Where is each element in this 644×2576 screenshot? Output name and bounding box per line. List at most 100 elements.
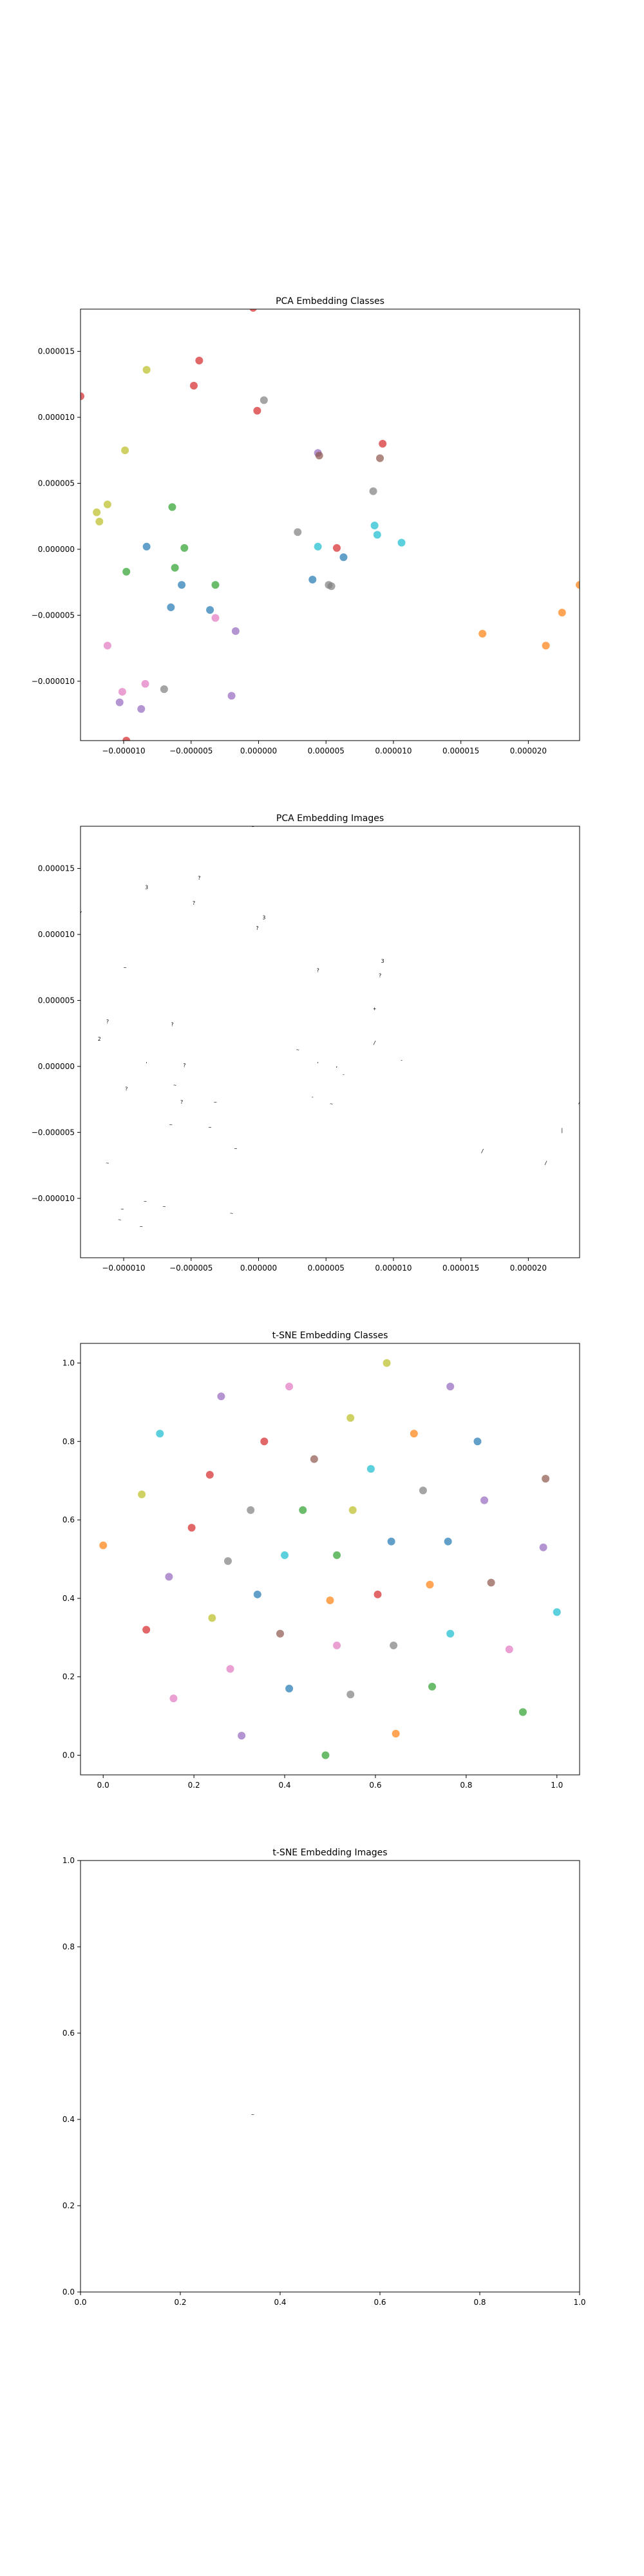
image-thumbnail-point: ~ bbox=[121, 1206, 124, 1212]
data-point bbox=[487, 1578, 495, 1587]
plot-frame bbox=[80, 826, 580, 1258]
y-tick-label: 0.0 bbox=[62, 1751, 75, 1760]
data-point bbox=[167, 603, 175, 612]
data-point bbox=[260, 396, 268, 404]
data-point bbox=[227, 692, 236, 700]
y-tick-label: 0.000000 bbox=[38, 1062, 75, 1071]
data-point bbox=[195, 356, 204, 365]
data-point bbox=[379, 439, 387, 448]
data-point bbox=[542, 1475, 550, 1483]
image-thumbnail-point: ? bbox=[183, 1063, 186, 1068]
x-tick-label: 0.000005 bbox=[308, 1264, 345, 1273]
data-point bbox=[397, 538, 406, 547]
plot-frame bbox=[80, 308, 580, 741]
data-point bbox=[410, 1430, 418, 1438]
image-thumbnail-point: 3 bbox=[381, 958, 384, 964]
data-point bbox=[80, 392, 84, 401]
y-tick-label: 1.0 bbox=[62, 1856, 75, 1865]
y-tick-label: −0.000005 bbox=[32, 1128, 75, 1137]
image-thumbnail-point: ~ bbox=[173, 1083, 176, 1088]
data-point bbox=[308, 576, 317, 584]
image-thumbnail-point: ~ bbox=[125, 1255, 128, 1261]
data-point bbox=[217, 1392, 225, 1401]
data-point bbox=[390, 1642, 398, 1649]
data-point bbox=[369, 487, 377, 495]
data-point bbox=[310, 1455, 318, 1463]
y-tick-label: −0.000010 bbox=[32, 677, 75, 686]
data-point bbox=[558, 609, 566, 617]
x-tick-label: 0.6 bbox=[374, 2298, 386, 2307]
y-tick-label: 0.000015 bbox=[38, 864, 75, 873]
x-tick-label: 1.0 bbox=[551, 1781, 563, 1790]
image-thumbnail-point: ~ bbox=[118, 1217, 121, 1223]
image-thumbnail-point: ~ bbox=[144, 1198, 147, 1204]
data-point bbox=[165, 1573, 173, 1581]
data-point bbox=[178, 581, 186, 589]
y-tick-label: 0.2 bbox=[62, 1672, 75, 1681]
data-point bbox=[478, 630, 487, 638]
data-point bbox=[121, 446, 129, 455]
tsne-images-chart: t-SNE Embedding Images ~0.0 0.2 0.4 0.6 0.8 1.… bbox=[62, 1848, 586, 2307]
data-point bbox=[171, 564, 179, 572]
x-tick-label: 0.000000 bbox=[240, 746, 277, 755]
image-thumbnail-point: ~ bbox=[209, 1124, 212, 1130]
data-point bbox=[168, 503, 176, 511]
image-thumbnail-point: - bbox=[342, 1072, 345, 1077]
image-thumbnail-point: ~ bbox=[251, 2112, 254, 2117]
x-tick-label: 0.4 bbox=[274, 2298, 286, 2307]
data-point bbox=[383, 1359, 391, 1367]
data-point bbox=[253, 1590, 261, 1598]
data-point bbox=[142, 1625, 151, 1634]
plot-frame bbox=[80, 1343, 580, 1776]
data-point bbox=[392, 1730, 400, 1738]
x-tick-label: 0.000005 bbox=[308, 746, 345, 755]
y-tick-label: 0.8 bbox=[62, 1437, 75, 1446]
y-tick-label: 0.4 bbox=[62, 1594, 75, 1603]
data-point bbox=[189, 381, 198, 390]
image-thumbnail-point: ? bbox=[379, 973, 382, 979]
data-point bbox=[366, 1464, 375, 1473]
image-thumbnail-point: ~ bbox=[230, 1210, 233, 1216]
data-point bbox=[205, 1471, 214, 1479]
data-point bbox=[294, 528, 302, 536]
x-tick-label: 0.000015 bbox=[442, 746, 479, 755]
image-thumbnail-point: / bbox=[544, 1160, 547, 1166]
data-point bbox=[348, 1506, 357, 1514]
image-thumbnail-point: ~ bbox=[169, 1122, 173, 1128]
data-point bbox=[223, 1557, 232, 1566]
chart-title: PCA Embedding Images bbox=[276, 813, 384, 824]
data-point bbox=[373, 531, 381, 539]
data-point bbox=[238, 1732, 246, 1740]
image-thumbnail-point: / bbox=[373, 1040, 376, 1046]
x-tick-label: 0.8 bbox=[473, 2298, 486, 2307]
image-thumbnail-point: ~ bbox=[140, 1224, 143, 1229]
plot-area bbox=[99, 1359, 561, 1759]
image-thumbnail-point: ' bbox=[145, 1061, 148, 1067]
image-thumbnail-point: ' bbox=[316, 1061, 319, 1067]
x-tick-label: 0.000020 bbox=[510, 746, 547, 755]
image-thumbnail-point: ? bbox=[256, 925, 259, 931]
image-thumbnail-point: ? bbox=[198, 875, 201, 881]
data-point bbox=[428, 1682, 437, 1690]
data-point bbox=[253, 406, 261, 415]
data-point bbox=[339, 553, 348, 562]
data-point bbox=[156, 1430, 164, 1438]
data-point bbox=[553, 1608, 561, 1616]
data-point bbox=[419, 1486, 427, 1495]
image-thumbnail-point: ? bbox=[193, 900, 196, 906]
plot-frame bbox=[80, 1860, 580, 2293]
data-point bbox=[299, 1506, 307, 1514]
data-point bbox=[426, 1580, 434, 1589]
image-thumbnail-point: ? bbox=[316, 967, 319, 973]
image-thumbnail-point: ~ bbox=[296, 1046, 299, 1052]
y-tick-label: 0.6 bbox=[62, 2029, 75, 2038]
y-tick-label: 0.000010 bbox=[38, 413, 75, 422]
data-point bbox=[285, 1685, 294, 1692]
data-point bbox=[142, 542, 151, 551]
data-point bbox=[480, 1496, 489, 1504]
data-point bbox=[206, 606, 214, 614]
image-thumbnail-point: 3 bbox=[145, 884, 148, 890]
y-tick-label: 0.000015 bbox=[38, 347, 75, 356]
data-point bbox=[211, 614, 220, 622]
image-thumbnail-point: - bbox=[311, 1094, 314, 1100]
